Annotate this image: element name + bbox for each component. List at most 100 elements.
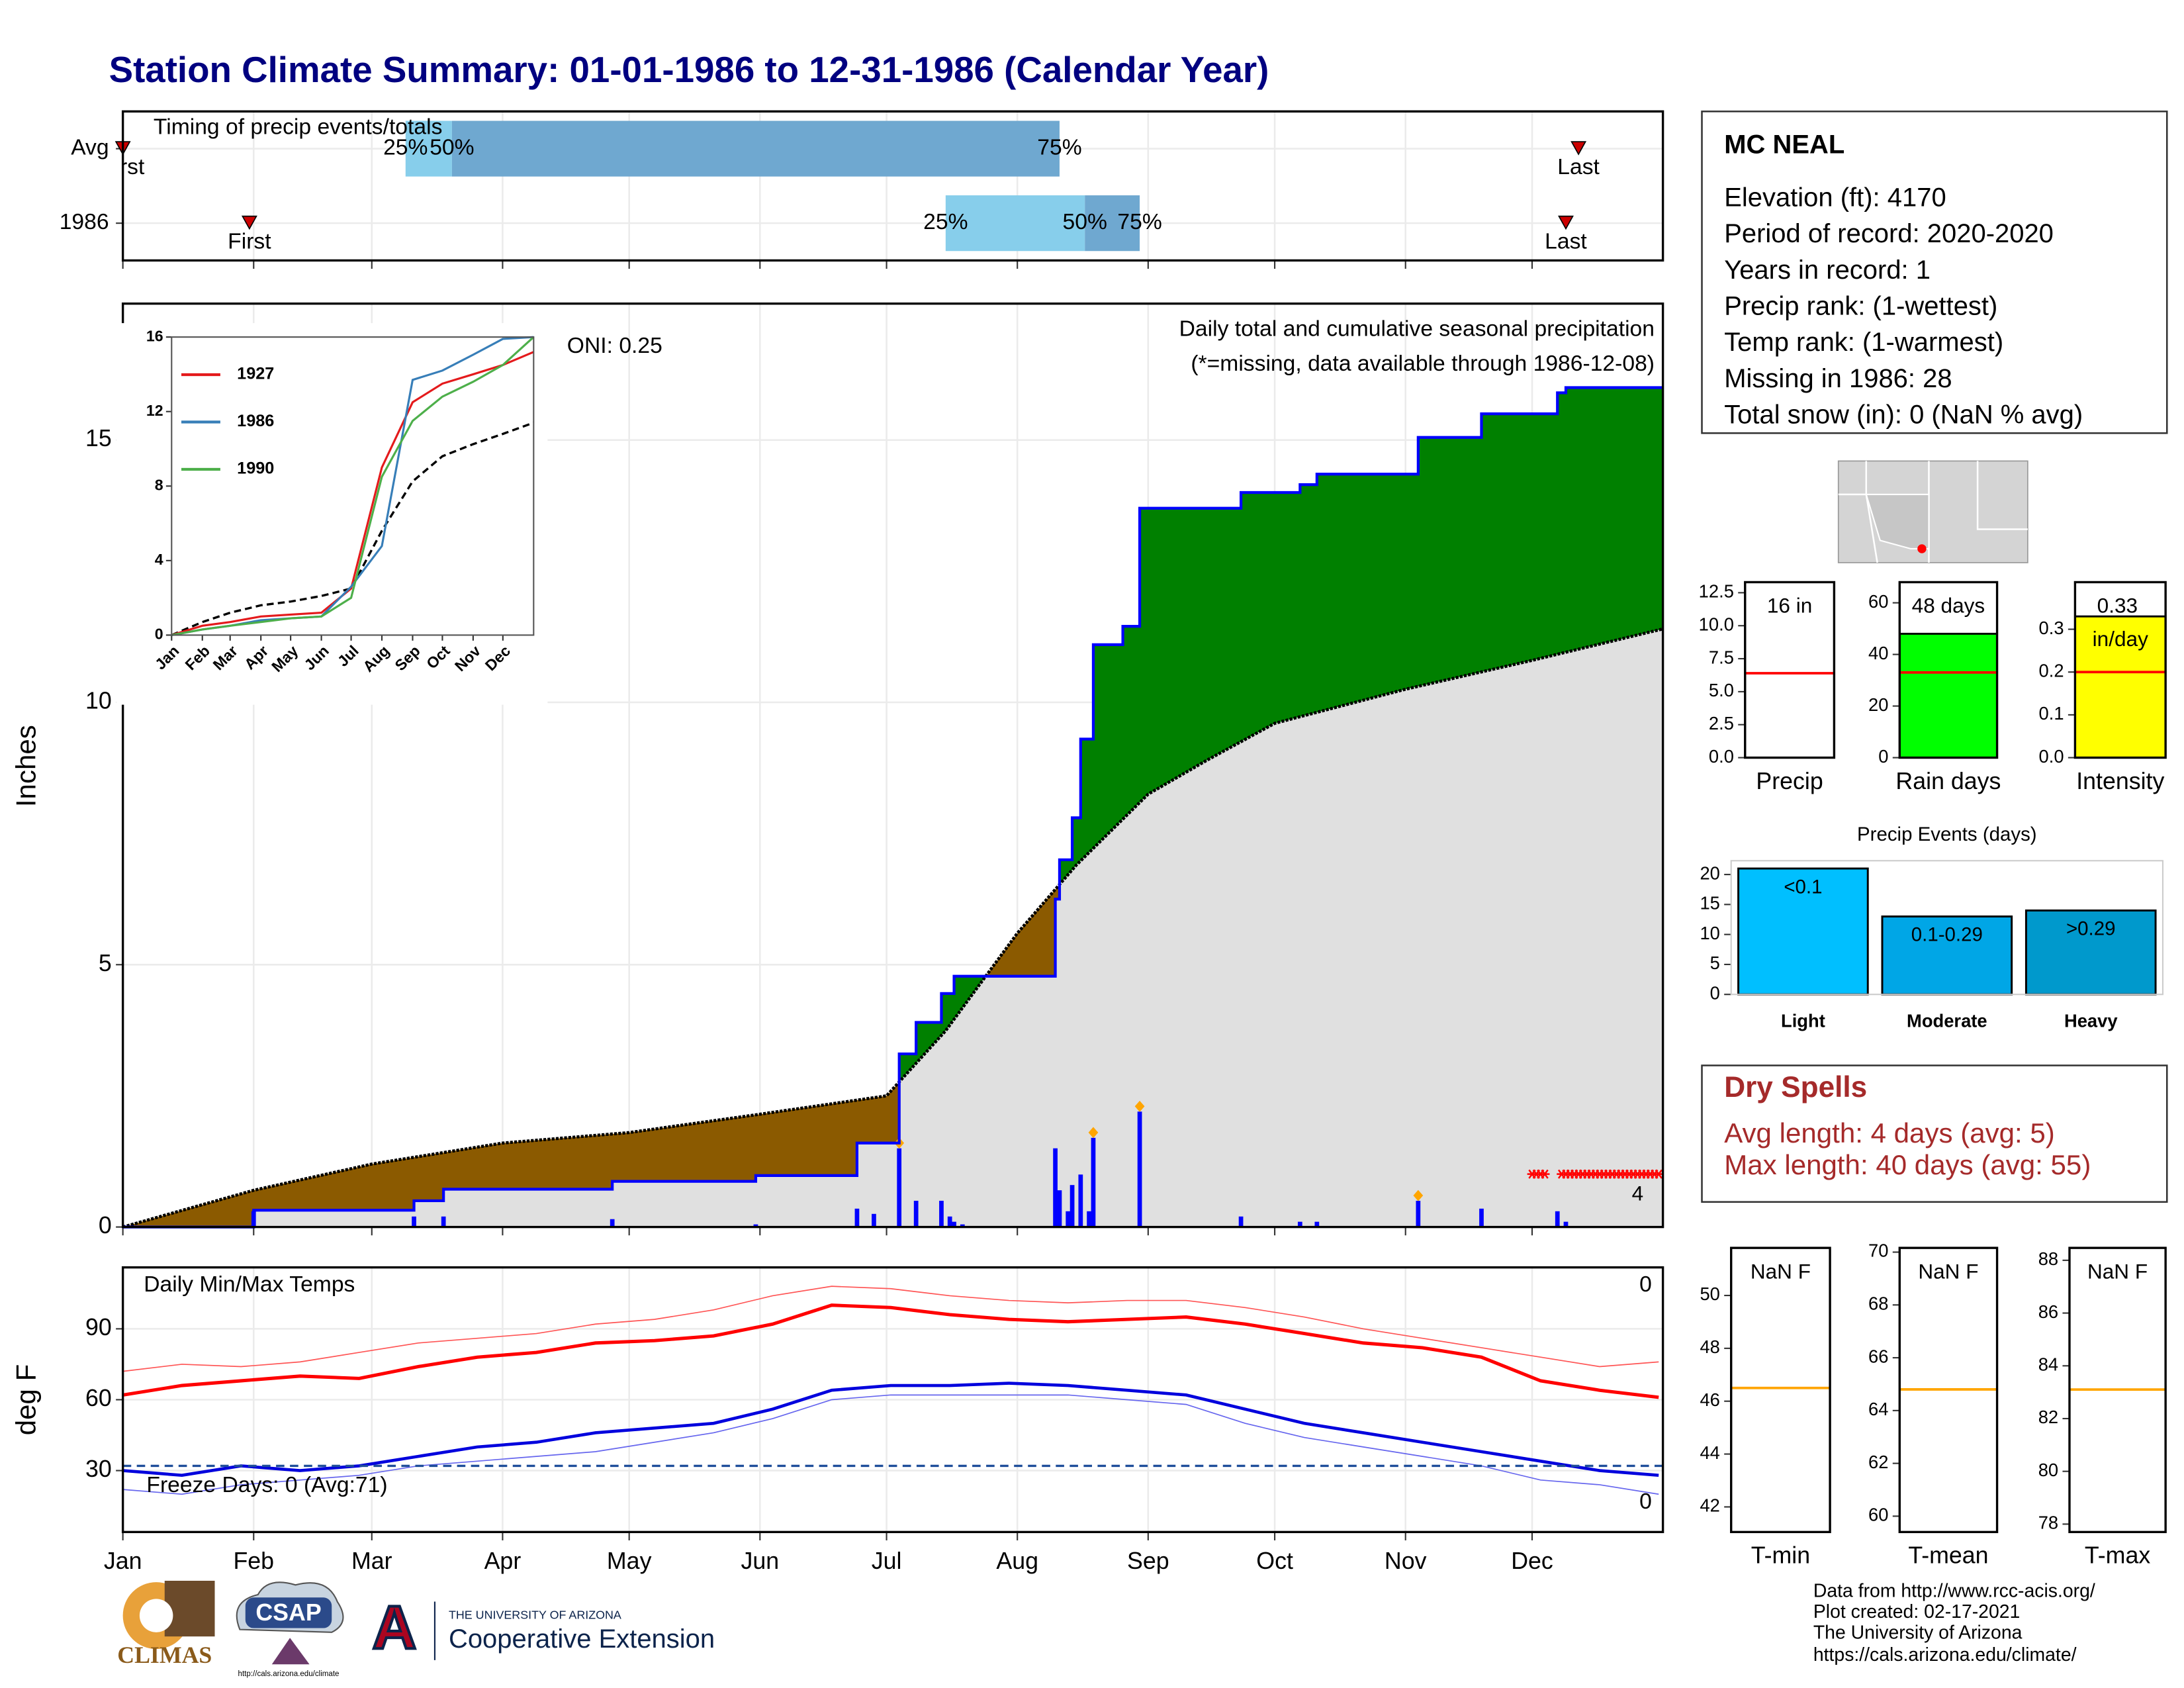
y-tick-label: 30 bbox=[85, 1456, 112, 1482]
value-label: NaN F bbox=[1751, 1259, 1811, 1283]
x-axis-label: T-max bbox=[2085, 1542, 2150, 1569]
panel-border bbox=[1730, 860, 2163, 996]
flag-marker bbox=[1088, 1127, 1099, 1139]
y-axis-label: Inches bbox=[11, 725, 42, 807]
bar bbox=[1737, 867, 1869, 996]
logo-text: THE UNIVERSITY OF ARIZONA bbox=[449, 1608, 621, 1621]
quartile-label: 50% bbox=[430, 135, 474, 160]
x-tick-label: Mar bbox=[351, 1548, 392, 1574]
y-tick-label: 0.0 bbox=[1709, 746, 1734, 767]
x-axis-label: Precip bbox=[1756, 768, 1823, 794]
bar bbox=[2075, 615, 2166, 758]
climas-logo: CLIMAS bbox=[117, 1580, 215, 1668]
bin-label: <0.1 bbox=[1784, 876, 1822, 898]
logo-shape bbox=[139, 1599, 173, 1632]
daily-bar bbox=[939, 1200, 944, 1227]
locator-map bbox=[1837, 460, 2028, 563]
value-label: 16 in bbox=[1767, 594, 1812, 618]
x-tick-label: Jun bbox=[741, 1548, 779, 1574]
legend-label: 1927 bbox=[237, 365, 274, 383]
station-box bbox=[1701, 111, 2168, 434]
value-label: 48 days bbox=[1912, 594, 1985, 618]
y-tick-label: 2.5 bbox=[1709, 713, 1734, 733]
panel-border bbox=[2073, 581, 2167, 759]
logo-shape: A bbox=[372, 1593, 416, 1662]
daily-bar bbox=[1066, 1211, 1071, 1227]
y-tick-label: 16 bbox=[146, 327, 163, 344]
daily-bar bbox=[1137, 1111, 1142, 1227]
base-area bbox=[122, 629, 1663, 1227]
max-count: 0 bbox=[1639, 1272, 1652, 1297]
y-tick-label: 88 bbox=[2038, 1248, 2058, 1269]
label-line: in/day bbox=[2093, 627, 2148, 651]
station-line: Years in record: 1 bbox=[1724, 256, 1931, 285]
average-line bbox=[171, 422, 534, 636]
x-axis-label: Rain days bbox=[1895, 768, 2001, 794]
daily-bar bbox=[952, 1221, 956, 1227]
quartile-label: 75% bbox=[1117, 210, 1161, 234]
station-name: MC NEAL bbox=[1724, 130, 1844, 159]
daily-bar bbox=[1314, 1221, 1320, 1227]
dry-spells-title: Dry Spells bbox=[1724, 1071, 1867, 1103]
bar bbox=[1881, 915, 2013, 996]
quartile-label: 25% bbox=[923, 210, 968, 234]
y-tick-label: 0 bbox=[155, 626, 163, 643]
dry-spells-box bbox=[1701, 1064, 2168, 1203]
y-tick-label: 7.5 bbox=[1709, 647, 1734, 667]
x-tick-label: Dec bbox=[1511, 1548, 1553, 1574]
station-location bbox=[1917, 544, 1927, 553]
y-tick-label: 0 bbox=[99, 1212, 112, 1239]
y-tick-label: 42 bbox=[1700, 1495, 1719, 1516]
logo-text: Cooperative Extension bbox=[449, 1624, 715, 1654]
y-tick-label: 10 bbox=[1700, 923, 1719, 943]
x-tick-label: Nov bbox=[1385, 1548, 1427, 1574]
quartile-label: 75% bbox=[1037, 135, 1081, 160]
x-tick-label: May bbox=[607, 1548, 652, 1574]
logo-text: CSAP bbox=[255, 1599, 321, 1626]
panel-border bbox=[1744, 581, 1836, 759]
y-axis-label: deg F bbox=[11, 1364, 42, 1436]
row-label: Avg bbox=[71, 135, 109, 160]
daily-bar bbox=[913, 1200, 919, 1227]
daily-bar bbox=[1297, 1221, 1302, 1227]
daily-bar bbox=[960, 1224, 965, 1227]
bin-label: 0.1-0.29 bbox=[1911, 924, 1983, 946]
missing-marker bbox=[1539, 1169, 1550, 1179]
quartile-bar bbox=[1085, 195, 1140, 252]
y-tick-label: 80 bbox=[2038, 1460, 2058, 1480]
panel-border bbox=[1730, 1246, 1831, 1534]
value-label: NaN F bbox=[1918, 1259, 1978, 1283]
x-tick-label: Light bbox=[1781, 1011, 1825, 1031]
bin-label: >0.29 bbox=[2066, 918, 2116, 940]
station-line: Total snow (in): 0 (NaN % avg) bbox=[1724, 400, 2083, 430]
bar bbox=[1899, 632, 1997, 758]
daily-bar bbox=[1555, 1211, 1560, 1227]
panel-border bbox=[121, 1266, 1664, 1534]
y-tick-label: 0.2 bbox=[2039, 660, 2064, 680]
x-tick-label: Apr bbox=[484, 1548, 522, 1574]
average-line bbox=[122, 627, 1664, 1229]
credit-line: Plot created: 02-17-2021 bbox=[1813, 1601, 2021, 1622]
quartile-label: 25% bbox=[383, 135, 428, 160]
y-tick-label: 15 bbox=[1700, 893, 1719, 914]
station-line: Missing in 1986: 28 bbox=[1724, 364, 1952, 393]
station-line: Period of record: 2020-2020 bbox=[1724, 219, 2054, 248]
dry-spells-line: Avg length: 4 days (avg: 5) bbox=[1724, 1117, 2055, 1149]
min-count: 0 bbox=[1639, 1489, 1652, 1514]
max-line bbox=[122, 1303, 1659, 1399]
y-tick-label: 78 bbox=[2038, 1513, 2058, 1533]
daily-bar bbox=[947, 1216, 952, 1227]
daily-bar bbox=[441, 1216, 446, 1227]
y-tick-label: 0.1 bbox=[2039, 703, 2064, 724]
event-marker bbox=[1558, 215, 1574, 230]
value-label: NaN F bbox=[2087, 1259, 2148, 1283]
y-tick-label: 5 bbox=[99, 950, 112, 976]
y-tick-label: 20 bbox=[1868, 694, 1888, 715]
x-tick-label: Moderate bbox=[1907, 1011, 1987, 1031]
logo-text: CLIMAS bbox=[117, 1642, 212, 1668]
daily-bar bbox=[1091, 1137, 1096, 1227]
inset-border bbox=[171, 336, 535, 636]
panel-border bbox=[121, 110, 1664, 262]
cumulative-line bbox=[122, 386, 1663, 1229]
event-label: First bbox=[101, 155, 145, 179]
